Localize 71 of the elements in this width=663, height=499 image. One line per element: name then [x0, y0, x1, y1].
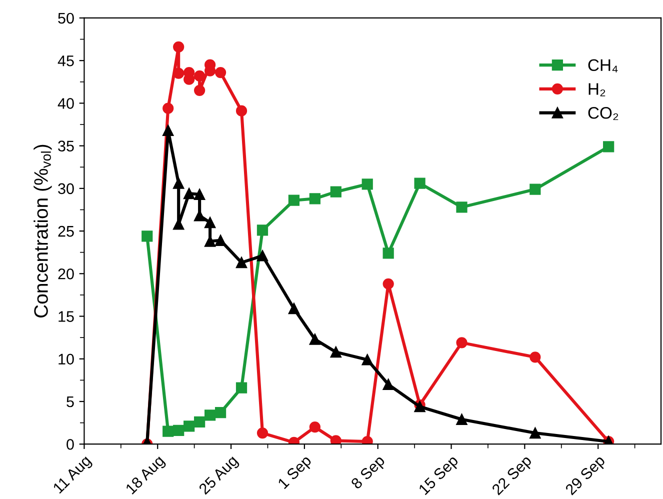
point: [256, 250, 268, 262]
point: [330, 435, 342, 444]
point: [288, 303, 300, 314]
x-tick-label: 1 Sep: [277, 454, 314, 492]
x-tick-label: 22 Sep: [491, 454, 534, 498]
point: [288, 194, 300, 206]
y-tick-label: 50: [58, 12, 74, 24]
point: [184, 420, 195, 432]
point: [162, 102, 174, 114]
point: [456, 202, 468, 213]
y-axis-title: Concentration (%$_{vol}$): [34, 144, 52, 318]
point: [362, 178, 373, 190]
point: [309, 193, 320, 204]
point: [382, 248, 394, 259]
point: [530, 427, 541, 439]
y-tick-label: 40: [58, 98, 74, 109]
point: [256, 427, 268, 439]
point: [382, 378, 394, 390]
point: [214, 234, 226, 246]
y-tick-label: 15: [58, 311, 74, 322]
x-tick-label: 18 Aug: [125, 454, 167, 497]
point: [456, 337, 468, 348]
point: [194, 188, 206, 200]
point: [184, 188, 195, 200]
point: [204, 410, 216, 421]
point: [173, 178, 184, 189]
point: [456, 414, 468, 425]
y-tick-label: 0: [66, 438, 74, 450]
point: [414, 178, 426, 189]
x-tick-label: 8 Sep: [350, 454, 388, 492]
point: [236, 257, 248, 268]
y-tick-label: 20: [58, 268, 74, 280]
legend-label: CH₄: [588, 59, 618, 72]
x-tick-label: 15 Sep: [418, 454, 461, 498]
point: [173, 41, 184, 52]
y-tick-label: 5: [66, 396, 74, 408]
point: [194, 84, 206, 96]
point: [173, 424, 184, 436]
point: [236, 105, 248, 116]
point: [603, 141, 614, 152]
point: [256, 224, 268, 236]
point: [214, 66, 226, 78]
point: [309, 422, 320, 433]
point: [530, 352, 541, 363]
point: [162, 124, 174, 136]
x-tick-label: 11 Aug: [52, 454, 94, 496]
y-tick-label: 35: [58, 140, 74, 152]
point: [236, 382, 248, 394]
point: [173, 218, 184, 230]
point: [309, 334, 320, 345]
legend-label: CO₂: [588, 107, 618, 120]
point: [194, 416, 206, 428]
point: [330, 346, 342, 358]
point: [362, 354, 373, 366]
y-tick-label: 30: [58, 183, 74, 194]
point: [194, 210, 206, 222]
x-tick-label: 25 Aug: [198, 454, 240, 497]
point: [162, 426, 174, 437]
point: [194, 70, 206, 82]
point: [530, 184, 541, 195]
point: [173, 68, 184, 79]
point: [214, 407, 226, 418]
y-tick-label: 10: [58, 354, 74, 365]
point: [142, 230, 153, 242]
point: [330, 186, 342, 198]
x-tick-label: 29 Sep: [564, 454, 608, 498]
y-tick-label: 45: [58, 56, 74, 66]
y-tick-label: 25: [58, 226, 74, 237]
point: [382, 278, 394, 290]
legend-label: H₂: [588, 83, 606, 96]
point: [204, 216, 216, 228]
